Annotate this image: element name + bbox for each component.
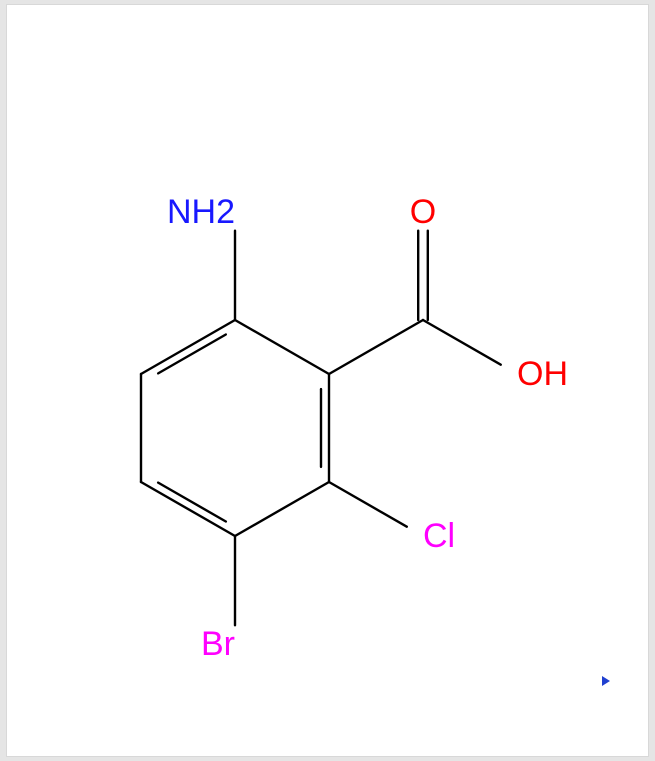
o-atom-label: O: [410, 193, 436, 231]
br-atom-label: Br: [201, 625, 235, 663]
molecule-svg: NH2 O OH Cl Br: [7, 5, 650, 758]
n-atom-label: NH2: [167, 193, 235, 231]
o-atom-label: OH: [517, 355, 568, 393]
cl-atom-label: Cl: [423, 517, 455, 555]
play-marker-icon: [602, 676, 610, 686]
drawing-canvas: NH2 O OH Cl Br: [6, 4, 649, 757]
